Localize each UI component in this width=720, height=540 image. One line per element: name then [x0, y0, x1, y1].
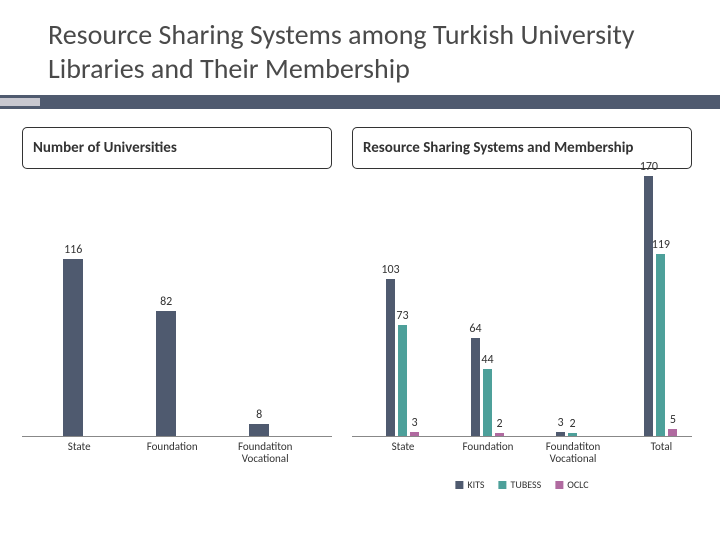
- bar-group: 1701195: [644, 176, 678, 436]
- bar-value-label: 170: [640, 160, 658, 174]
- legend-swatch: [555, 481, 563, 489]
- category-label: Foundation: [453, 441, 523, 453]
- right-xaxis: KITSTUBESSOCLC StateFoundationFoundatito…: [352, 437, 692, 487]
- legend-item: TUBESS: [499, 478, 542, 491]
- bar-value-label: 44: [481, 353, 493, 367]
- bar: 82: [156, 311, 176, 436]
- bar: 3: [556, 432, 565, 437]
- bar: 5: [668, 429, 677, 437]
- legend-swatch: [455, 481, 463, 489]
- right-chart-area: 10373364442321701195 KITSTUBESSOCLC Stat…: [352, 177, 692, 487]
- left-chart: Number of Universities 116 82 8 State Found…: [22, 127, 332, 487]
- bar-group: 82: [152, 311, 180, 436]
- right-legend: KITS TUBESS OCLC: [455, 478, 588, 491]
- bar-group: 32: [556, 432, 578, 437]
- category-label: Foundation: [132, 441, 212, 453]
- legend-swatch: [499, 481, 507, 489]
- bar-value-label: 5: [670, 413, 676, 427]
- bar: 73: [398, 325, 407, 437]
- charts-row: Number of Universities 116828 StateFound…: [0, 109, 720, 487]
- bar-group: 64442: [471, 338, 505, 436]
- legend-label: TUBESS: [511, 478, 542, 491]
- legend-label: KITS: [467, 478, 484, 491]
- title-underline: [0, 95, 720, 109]
- bar-value-label: 2: [569, 417, 575, 431]
- bar: 119: [656, 254, 665, 436]
- bar: 3: [410, 432, 419, 437]
- bar: 44: [483, 369, 492, 436]
- bar-value-label: 2: [496, 417, 502, 431]
- legend-item: OCLC: [555, 478, 588, 491]
- bar-group: 116: [59, 259, 87, 436]
- category-label: Foundatiton Vocational: [538, 441, 608, 465]
- bar-value-label: 8: [256, 408, 262, 422]
- bar-group: 103733: [386, 279, 420, 437]
- bar-value-label: 103: [381, 263, 399, 277]
- slide-title: Resource Sharing Systems among Turkish U…: [0, 0, 720, 95]
- left-xaxis: State Foundation Foundatiton Vocational: [22, 437, 332, 487]
- left-chart-area: 116 82 8 State Foundation Foundatiton Vocati…: [22, 177, 332, 487]
- bar-value-label: 73: [396, 309, 408, 323]
- bar-value-label: 116: [64, 243, 82, 257]
- bar: 2: [568, 433, 577, 436]
- bar: 8: [249, 424, 269, 436]
- bar-group: 8: [245, 424, 273, 436]
- legend-label: OCLC: [567, 478, 588, 491]
- right-plot: 10373364442321701195: [352, 177, 692, 437]
- bar: 116: [63, 259, 83, 436]
- bar-value-label: 3: [557, 416, 563, 430]
- right-chart: Resource Sharing Systems and Membership …: [352, 127, 692, 487]
- bar: 2: [495, 433, 504, 436]
- left-chart-title: Number of Universities: [22, 127, 332, 169]
- legend-item: KITS: [455, 478, 484, 491]
- bar: 103: [386, 279, 395, 437]
- category-label: Total: [626, 441, 696, 453]
- bar-value-label: 3: [411, 416, 417, 430]
- bar: 64: [471, 338, 480, 436]
- category-label: State: [39, 441, 119, 453]
- left-plot: 116 82 8: [22, 177, 332, 437]
- category-label: Foundatiton Vocational: [225, 441, 305, 465]
- bar-value-label: 82: [160, 295, 172, 309]
- category-label: State: [368, 441, 438, 453]
- bar-value-label: 64: [469, 322, 481, 336]
- bar: 170: [644, 176, 653, 436]
- bar-value-label: 119: [652, 238, 670, 252]
